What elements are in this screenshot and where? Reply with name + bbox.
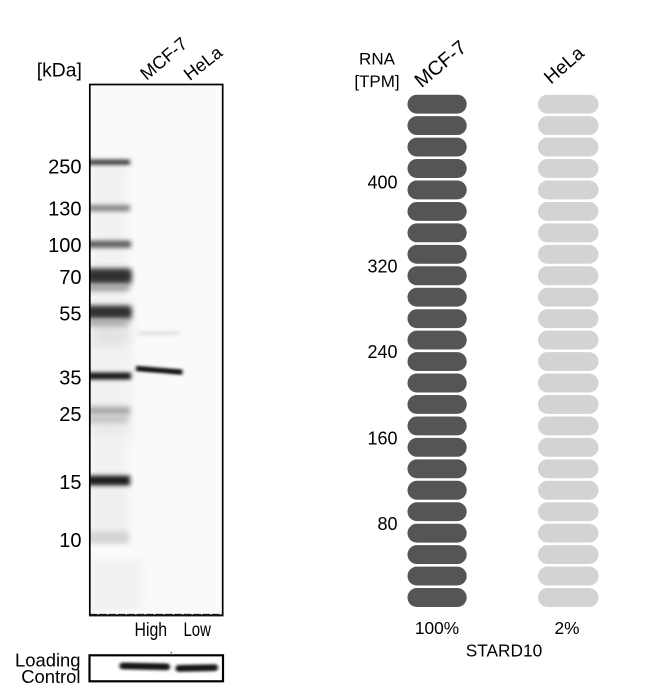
svg-text:400: 400	[367, 173, 397, 193]
svg-text:35: 35	[59, 368, 81, 390]
svg-text:Control: Control	[21, 666, 80, 687]
svg-text:RNA: RNA	[359, 50, 396, 69]
svg-text:160: 160	[367, 428, 397, 448]
svg-text:[TPM]: [TPM]	[354, 72, 399, 91]
svg-text:Loading: Loading	[15, 650, 80, 671]
svg-text:[kDa]: [kDa]	[37, 60, 82, 82]
svg-text:80: 80	[377, 514, 397, 534]
svg-text:130: 130	[48, 199, 81, 221]
svg-text:25: 25	[59, 404, 81, 426]
svg-text:250: 250	[48, 157, 81, 179]
svg-text:STARD10: STARD10	[466, 641, 543, 661]
svg-text:100%: 100%	[415, 618, 459, 638]
svg-text:320: 320	[367, 256, 397, 276]
svg-text:10: 10	[59, 530, 81, 552]
svg-text:55: 55	[59, 304, 81, 326]
svg-text:Low: Low	[184, 620, 212, 641]
svg-text:240: 240	[367, 342, 397, 362]
svg-text:2%: 2%	[555, 618, 580, 638]
svg-text:100: 100	[48, 235, 81, 257]
svg-text:70: 70	[59, 267, 81, 289]
svg-text:15: 15	[59, 472, 81, 494]
svg-text:High: High	[135, 620, 168, 641]
